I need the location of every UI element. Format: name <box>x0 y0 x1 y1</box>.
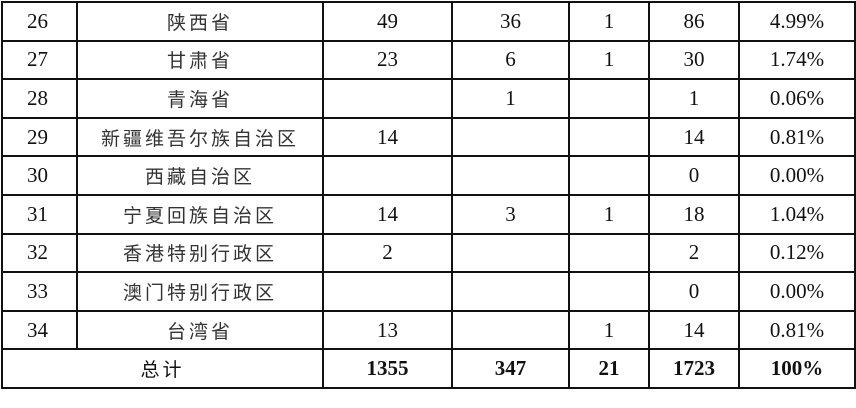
province-name: 新疆维吾尔族自治区 <box>76 116 324 158</box>
row-number: 33 <box>1 271 78 312</box>
table-row: 27 甘肃省 23 6 1 30 1.74% <box>1 39 856 81</box>
col2-value: 1 <box>451 78 570 119</box>
col2-value: 3 <box>451 193 570 235</box>
province-name: 宁夏回族自治区 <box>76 193 324 235</box>
total-percent: 100% <box>738 348 856 389</box>
total-col3: 21 <box>568 348 650 389</box>
col1-value: 14 <box>322 116 453 158</box>
row-number: 34 <box>1 309 78 351</box>
row-percent: 0.06% <box>738 78 856 119</box>
col1-value <box>322 271 453 312</box>
row-percent: 4.99% <box>738 1 856 42</box>
col3-value: 1 <box>568 39 650 81</box>
row-percent: 1.74% <box>738 39 856 81</box>
col3-value <box>568 232 650 274</box>
col2-value: 6 <box>451 39 570 81</box>
table-row: 31 宁夏回族自治区 14 3 1 18 1.04% <box>1 193 856 235</box>
col3-value <box>568 155 650 196</box>
col3-value: 1 <box>568 309 650 351</box>
row-total: 0 <box>648 271 740 312</box>
total-col1: 1355 <box>322 348 453 389</box>
row-percent: 0.81% <box>738 309 856 351</box>
row-total: 18 <box>648 193 740 235</box>
province-name: 甘肃省 <box>76 39 324 81</box>
row-total: 30 <box>648 39 740 81</box>
province-name: 澳门特别行政区 <box>76 271 324 312</box>
row-total: 14 <box>648 309 740 351</box>
col3-value: 1 <box>568 1 650 42</box>
row-percent: 0.81% <box>738 116 856 158</box>
col2-value <box>451 155 570 196</box>
total-col2: 347 <box>451 348 570 389</box>
province-name: 台湾省 <box>76 309 324 351</box>
province-name: 香港特别行政区 <box>76 232 324 274</box>
row-number: 28 <box>1 78 78 119</box>
row-percent: 0.00% <box>738 155 856 196</box>
table-row: 34 台湾省 13 1 14 0.81% <box>1 309 856 351</box>
table-row: 26 陕西省 49 36 1 86 4.99% <box>1 1 856 42</box>
col1-value: 13 <box>322 309 453 351</box>
col2-value <box>451 232 570 274</box>
table-row: 32 香港特别行政区 2 2 0.12% <box>1 232 856 274</box>
col1-value: 49 <box>322 1 453 42</box>
table-row: 33 澳门特别行政区 0 0.00% <box>1 271 856 312</box>
col3-value: 1 <box>568 193 650 235</box>
row-total: 0 <box>648 155 740 196</box>
province-name: 陕西省 <box>76 1 324 42</box>
row-total: 2 <box>648 232 740 274</box>
total-label: 总计 <box>1 348 324 389</box>
table-row: 28 青海省 1 1 0.06% <box>1 78 856 119</box>
col3-value <box>568 78 650 119</box>
row-total: 1 <box>648 78 740 119</box>
col1-value: 2 <box>322 232 453 274</box>
total-row: 总计 1355 347 21 1723 100% <box>1 348 856 389</box>
col3-value <box>568 271 650 312</box>
row-total: 86 <box>648 1 740 42</box>
table-row: 30 西藏自治区 0 0.00% <box>1 155 856 196</box>
row-number: 30 <box>1 155 78 196</box>
total-sum: 1723 <box>648 348 740 389</box>
row-total: 14 <box>648 116 740 158</box>
col2-value: 36 <box>451 1 570 42</box>
row-number: 26 <box>1 1 78 42</box>
row-percent: 1.04% <box>738 193 856 235</box>
row-number: 29 <box>1 116 78 158</box>
col1-value: 14 <box>322 193 453 235</box>
col2-value <box>451 116 570 158</box>
province-name: 青海省 <box>76 78 324 119</box>
province-statistics-table: 26 陕西省 49 36 1 86 4.99% 27 甘肃省 23 6 1 30 1.74% 28 青海省 1 1… <box>1 1 856 389</box>
row-number: 27 <box>1 39 78 81</box>
row-number: 32 <box>1 232 78 274</box>
col2-value <box>451 309 570 351</box>
col1-value: 23 <box>322 39 453 81</box>
col3-value <box>568 116 650 158</box>
table-row: 29 新疆维吾尔族自治区 14 14 0.81% <box>1 116 856 158</box>
province-name: 西藏自治区 <box>76 155 324 196</box>
row-percent: 0.12% <box>738 232 856 274</box>
row-number: 31 <box>1 193 78 235</box>
row-percent: 0.00% <box>738 271 856 312</box>
col1-value <box>322 155 453 196</box>
col2-value <box>451 271 570 312</box>
col1-value <box>322 78 453 119</box>
